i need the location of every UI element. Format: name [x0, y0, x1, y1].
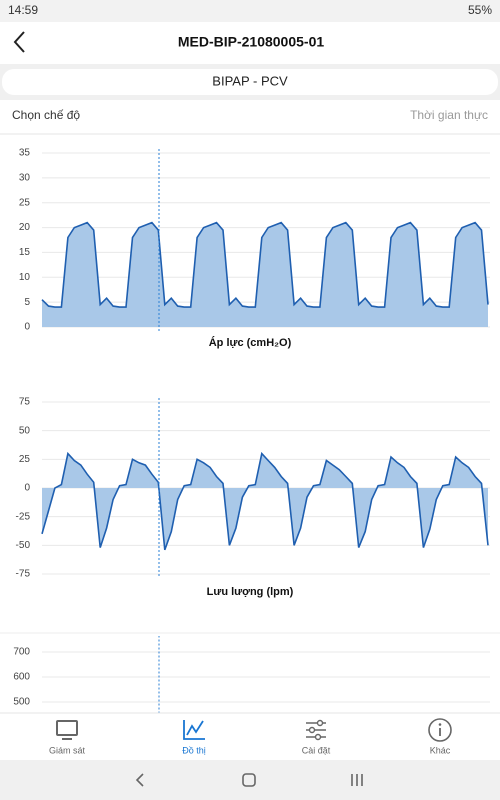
nav-item[interactable]: Giám sát [49, 720, 86, 755]
nav-item[interactable]: Khác [428, 718, 452, 755]
system-nav [0, 760, 500, 800]
nav-label: Khác [430, 745, 451, 755]
status-bar [0, 0, 500, 22]
icon [56, 720, 78, 736]
y-tick-label: 600 [13, 672, 30, 683]
y-tick-label: 0 [24, 483, 30, 494]
chart: 0 5 10 15 20 25 30 35 Áp lực (cmH₂O) [19, 148, 490, 349]
bottom-nav [0, 713, 500, 760]
y-tick-label: 25 [19, 197, 31, 208]
sys-home[interactable] [242, 773, 256, 787]
icon [308, 726, 316, 734]
nav-label: Giám sát [49, 745, 86, 755]
y-tick-label: -25 [16, 511, 31, 522]
back-button[interactable] [13, 31, 25, 53]
y-tick-label: 75 [19, 397, 31, 408]
nav-item[interactable]: Cài đặt [302, 719, 331, 756]
y-tick-label: 50 [19, 425, 31, 436]
y-tick-label: 25 [19, 454, 31, 465]
mode-pill[interactable] [2, 69, 498, 95]
sys-recent[interactable] [351, 774, 363, 786]
status-time: 14:59 [8, 3, 38, 17]
mode-label: BIPAP - PCV [212, 73, 288, 88]
nav-label: Cài đặt [302, 745, 331, 755]
y-tick-label: 30 [19, 172, 31, 183]
header-title: MED-BIP-21080005-01 [178, 34, 325, 50]
icon [183, 720, 205, 740]
y-tick-label: 0 [24, 322, 30, 333]
icon [316, 719, 324, 727]
nav-label: Đồ thị [182, 745, 206, 755]
y-tick-label: 15 [19, 247, 31, 258]
y-tick-label: -75 [16, 569, 31, 580]
y-tick-label: 5 [24, 297, 30, 308]
area [42, 453, 488, 550]
y-tick-label: 20 [19, 222, 31, 233]
line [41, 221, 489, 308]
chart: 500 600 700 [13, 636, 490, 713]
y-tick-label: 500 [13, 697, 30, 708]
mode-select[interactable]: Chọn chế độ [12, 108, 80, 122]
icon [428, 718, 452, 742]
icon [314, 733, 322, 741]
y-tick-label: 10 [19, 272, 31, 283]
y-tick-label: 700 [13, 647, 30, 658]
area [42, 222, 488, 327]
axis-label: Lưu lượng (lpm) [207, 586, 294, 598]
icon [438, 723, 442, 726]
realtime[interactable]: Thời gian thực [410, 108, 488, 122]
sys-back[interactable] [135, 773, 144, 787]
status-battery: 55% [468, 3, 492, 17]
y-tick-label: -50 [16, 540, 31, 551]
axis-label: Áp lực (cmH₂O) [209, 336, 292, 349]
y-tick-label: 35 [19, 148, 31, 159]
nav-item[interactable]: Đồ thị [182, 720, 206, 755]
chart: -75 -50 -25 0 25 50 75 Lưu lượng (lpm) [16, 397, 490, 598]
line [41, 451, 489, 551]
header [0, 22, 500, 64]
